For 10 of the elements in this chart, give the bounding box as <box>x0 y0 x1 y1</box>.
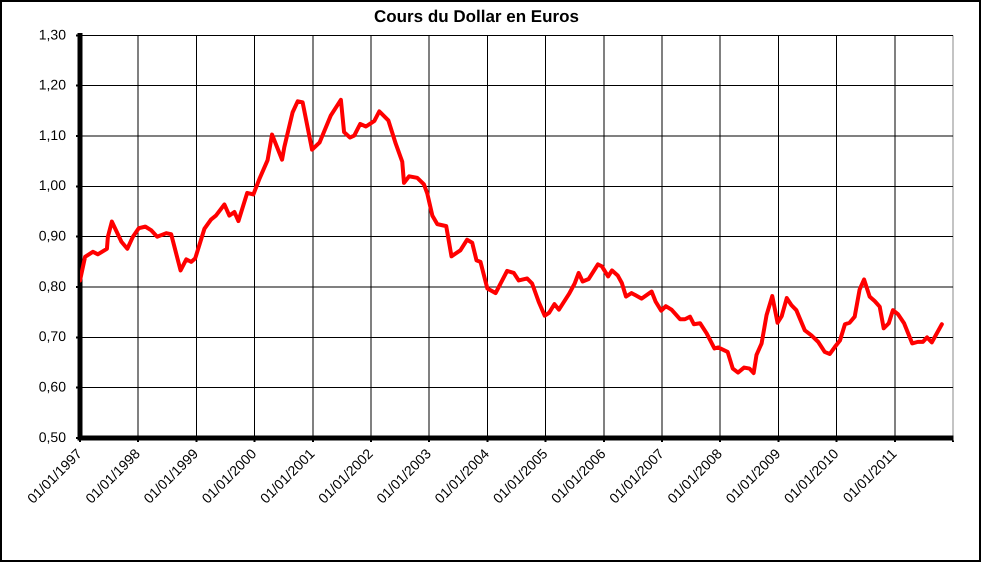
y-tick-label: 0,90 <box>38 228 66 244</box>
y-tick-label: 1,10 <box>38 126 66 143</box>
y-tick-label: 0,80 <box>38 278 66 294</box>
y-tick-label: 1,30 <box>38 26 66 42</box>
y-tick-label: 1,20 <box>38 76 66 93</box>
chart-title: Cours du Dollar en Euros <box>374 6 579 26</box>
y-tick-label: 0,70 <box>38 328 66 344</box>
y-tick-label: 0,60 <box>38 378 66 395</box>
y-tick-label: 0,50 <box>38 428 66 445</box>
y-tick-label: 1,00 <box>38 177 66 194</box>
